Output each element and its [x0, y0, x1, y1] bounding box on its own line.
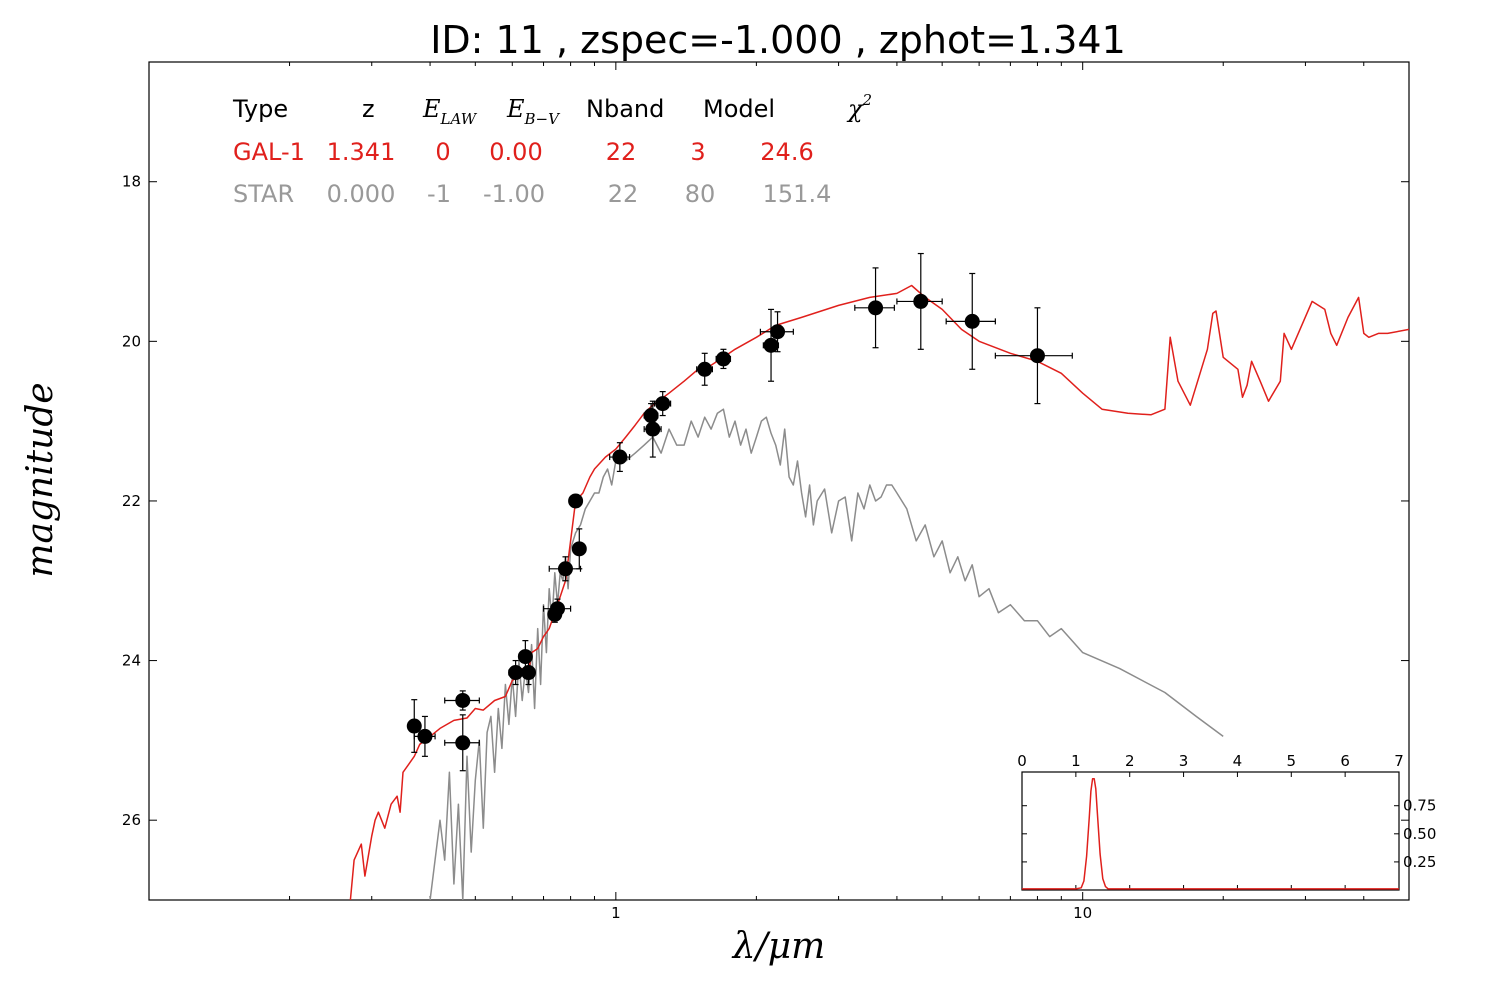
row-nband: 22 [606, 138, 637, 166]
row-chi2: 151.4 [763, 180, 832, 208]
y-axis-label: magnitude [20, 382, 61, 577]
inset-x-tick-label: 3 [1179, 752, 1189, 770]
inset-curves [1022, 777, 1399, 890]
photometry-point [609, 442, 631, 473]
row-elaw: -1 [427, 180, 451, 208]
pdz-line [1022, 777, 1399, 890]
row-type: STAR [233, 180, 294, 208]
photometry-point [548, 556, 582, 582]
y-tick-label: 24 [122, 652, 141, 670]
photometry-point [643, 402, 659, 429]
photometry-point [413, 715, 436, 757]
photometry-point [568, 493, 584, 509]
header-z: z [362, 95, 375, 123]
row-model: 80 [685, 180, 716, 208]
inset-x-tick-label: 6 [1340, 752, 1350, 770]
fit-table: Type z ELAW EB−V Nband Model χ2 GAL-1 1.… [232, 91, 872, 208]
inset-x-tick-label: 1 [1071, 752, 1081, 770]
y-tick-label: 18 [122, 173, 141, 191]
photometry-points [406, 252, 1073, 772]
star-model-line [429, 408, 1224, 900]
row-chi2: 24.6 [760, 138, 813, 166]
inset-y-tick-label: 0.50 [1403, 825, 1436, 843]
photometry-point [444, 714, 480, 772]
row-ebv: 0.00 [489, 138, 542, 166]
inset-axis-ticks [1021, 772, 1400, 890]
inset-x-tick-label: 4 [1233, 752, 1243, 770]
row-elaw: 0 [435, 138, 450, 166]
header-elaw: ELAW [422, 95, 478, 128]
fit-row-galaxy: GAL-1 1.341 0 0.00 22 3 24.6 [233, 138, 814, 166]
photometry-point [643, 400, 662, 458]
inset-x-tick-label: 5 [1287, 752, 1297, 770]
header-ebv: EB−V [506, 95, 561, 128]
photometry-point [715, 348, 732, 370]
pdz-inset: 0 1 2 3 4 5 6 7 0.25 0.50 0.75 [1017, 752, 1436, 891]
chart-title: ID: 11 , zspec=-1.000 , zphot=1.341 [430, 18, 1126, 62]
photometry-point [406, 699, 422, 753]
y-tick-label: 22 [122, 492, 141, 510]
y-tick-label: 26 [122, 811, 141, 829]
photometry-point [508, 659, 524, 686]
photometry-point [542, 598, 572, 619]
x-tick-label: 10 [1073, 904, 1092, 922]
header-nband: Nband [586, 95, 664, 123]
row-z: 0.000 [327, 180, 396, 208]
header-chi2: χ2 [846, 91, 872, 123]
photometry-point [945, 272, 996, 370]
row-ebv: -1.00 [483, 180, 545, 208]
inset-frame [1021, 771, 1400, 891]
row-type: GAL-1 [233, 138, 305, 166]
photometry-point [762, 308, 780, 382]
y-tick-label: 20 [122, 332, 141, 350]
row-model: 3 [690, 138, 705, 166]
photometry-point [854, 267, 895, 349]
photometry-point [521, 659, 537, 686]
inset-x-tick-label: 2 [1125, 752, 1135, 770]
header-type: Type [232, 95, 288, 123]
inset-y-tick-label: 0.25 [1403, 853, 1436, 871]
main-plot-frame [148, 61, 1410, 901]
row-nband: 22 [608, 180, 639, 208]
row-z: 1.341 [327, 138, 396, 166]
main-axis-ticks [148, 62, 1410, 900]
photometry-point [653, 391, 672, 417]
fit-row-star: STAR 0.000 -1 -1.00 22 80 151.4 [233, 180, 831, 208]
inset-x-tick-label: 7 [1394, 752, 1404, 770]
inset-x-tick-label: 0 [1017, 752, 1027, 770]
photometry-point [759, 311, 794, 353]
photometry-point [696, 352, 714, 386]
header-model: Model [703, 95, 775, 123]
inset-y-tick-label: 0.75 [1403, 797, 1436, 815]
photometry-point [896, 252, 943, 350]
photometry-point [994, 307, 1073, 405]
photometry-point [444, 690, 480, 711]
x-axis-label: λ/μm [731, 926, 825, 967]
inset-tick-labels: 0 1 2 3 4 5 6 7 0.25 0.50 0.75 [1017, 752, 1436, 871]
photometry-point [571, 528, 587, 570]
x-tick-label: 1 [611, 904, 621, 922]
